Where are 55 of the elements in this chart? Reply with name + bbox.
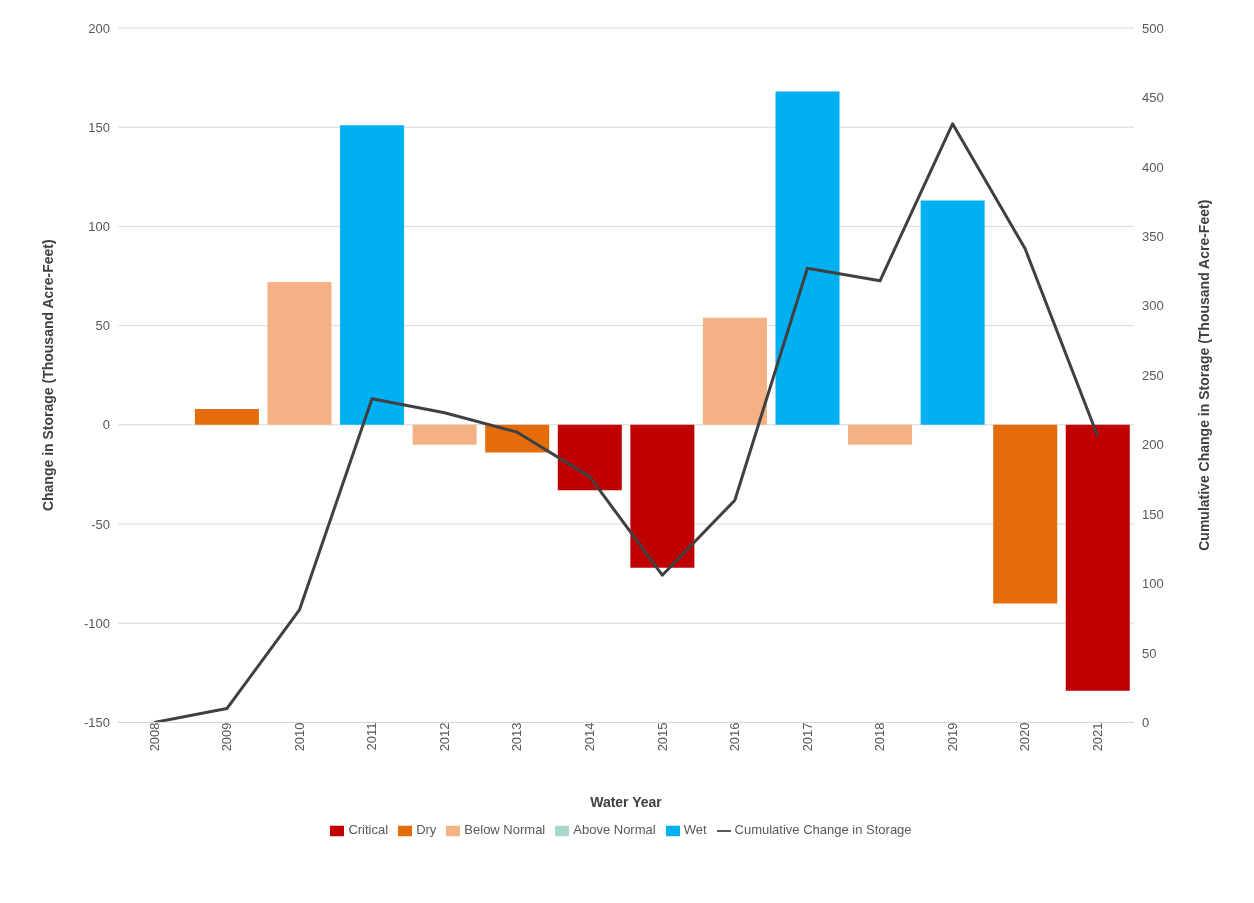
x-tick-label: 2008: [146, 722, 162, 752]
legend-label: Above Normal: [573, 822, 656, 838]
bar: [557, 424, 622, 491]
bar: [993, 424, 1058, 604]
y2-axis-title: Cumulative Change in Storage (Thousand Acre-Feet): [1195, 199, 1212, 551]
x-tick-label: 2010: [291, 722, 307, 752]
y2-tick-label: 0: [1142, 715, 1150, 731]
x-tick-label: 2011: [364, 722, 380, 751]
y2-tick-label: 150: [1142, 506, 1164, 522]
y2-tick-label: 350: [1142, 228, 1164, 244]
y2-tick-label: 200: [1142, 437, 1164, 453]
y-tick-label: 100: [88, 219, 110, 235]
bar: [848, 424, 913, 445]
x-tick-label: 2014: [581, 722, 597, 752]
line-series: [152, 122, 1100, 723]
bar: [920, 200, 985, 425]
y-tick-label: -100: [83, 615, 110, 631]
y2-tick-label: 500: [1142, 20, 1164, 36]
y-tick-label: -150: [83, 715, 110, 731]
legend-label: Cumulative Change in Storage: [734, 822, 912, 838]
y2-tick-label: 250: [1142, 367, 1164, 383]
bar: [775, 91, 840, 425]
legend-label: Below Normal: [464, 822, 546, 838]
bar: [412, 424, 477, 445]
bar: [340, 125, 405, 425]
bar: [194, 408, 259, 425]
x-tick-label: 2021: [1089, 722, 1105, 752]
x-tick-label: 2016: [727, 722, 743, 752]
x-tick-label: 2012: [436, 722, 452, 752]
y-tick-label: 200: [88, 20, 110, 36]
x-axis-title: Water Year: [590, 794, 663, 811]
y2-tick-label: 450: [1142, 90, 1164, 106]
y-tick-label: -50: [91, 516, 110, 532]
y-tick-label: 50: [95, 318, 110, 334]
y2-tick-label: 300: [1142, 298, 1164, 314]
bar: [1065, 424, 1130, 691]
x-tick-label: 2015: [654, 722, 670, 752]
legend-label: Dry: [416, 822, 437, 838]
y2-tick-label: 100: [1142, 576, 1164, 592]
bar: [267, 281, 332, 425]
x-tick-label: 2019: [944, 722, 960, 752]
x-tick-label: 2009: [219, 722, 235, 752]
x-tick-label: 2020: [1017, 722, 1033, 752]
y2-tick-label: 50: [1142, 645, 1157, 661]
y-tick-label: 150: [88, 119, 110, 135]
legend-label: Critical: [348, 822, 389, 838]
x-tick-label: 2018: [872, 722, 888, 752]
y-axis-title: Change in Storage (Thousand Acre-Feet): [39, 239, 56, 512]
x-tick-label: 2013: [509, 722, 525, 752]
x-tick-label: 2017: [799, 722, 815, 752]
bar: [702, 317, 767, 425]
legend-label: Wet: [683, 822, 707, 838]
bar: [630, 424, 695, 568]
y-tick-label: 0: [102, 417, 110, 433]
y2-tick-label: 400: [1142, 159, 1164, 175]
